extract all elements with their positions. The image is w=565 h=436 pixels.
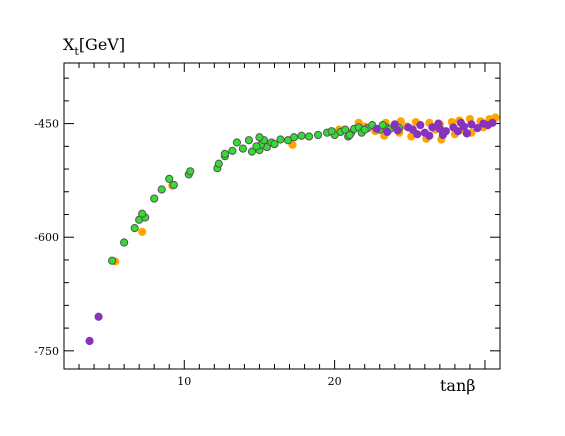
green-point — [283, 136, 293, 145]
purple-point — [390, 120, 399, 129]
green-point — [130, 224, 139, 233]
green-point — [228, 146, 237, 155]
y-tick-label: -450 — [34, 118, 59, 131]
y-tick-label: -600 — [34, 231, 59, 244]
green-point — [297, 131, 306, 140]
purple-point — [462, 129, 472, 138]
purple-point — [428, 123, 437, 132]
green-point — [138, 209, 147, 218]
green-point — [120, 238, 129, 247]
green-point — [169, 180, 178, 190]
purple-point — [425, 131, 434, 140]
x-axis-title: tanβ — [440, 376, 476, 395]
purple-point — [467, 120, 476, 129]
orange-point — [138, 227, 147, 237]
purple-point — [372, 124, 381, 133]
green-point — [186, 167, 195, 176]
green-point — [150, 194, 159, 203]
green-point — [276, 135, 285, 144]
green-point — [238, 144, 248, 153]
green-point — [304, 132, 314, 141]
green-point — [270, 139, 279, 149]
green-point — [378, 121, 387, 130]
purple-point — [453, 127, 463, 136]
green-point — [252, 142, 261, 151]
purple-point — [94, 312, 103, 321]
green-point — [345, 130, 354, 140]
axis-ticks: 10 20 -750 -600 -450 — [34, 63, 501, 388]
green-point — [108, 256, 117, 265]
purple-point — [488, 118, 497, 127]
purple-point — [438, 130, 447, 140]
x-tick-label: 10 — [177, 375, 191, 388]
purple-point — [85, 336, 94, 346]
purple-point — [383, 127, 392, 137]
purple-point — [456, 118, 466, 127]
green-point — [165, 174, 174, 183]
green-point — [214, 159, 223, 168]
green-point — [247, 147, 257, 156]
green-point — [255, 133, 264, 142]
green-point — [244, 136, 254, 145]
y-axis-title-unit: [GeV] — [79, 35, 125, 54]
green-point — [327, 127, 336, 136]
purple-point — [413, 130, 422, 139]
green-point — [232, 138, 241, 147]
green-point — [220, 149, 229, 158]
purple-point — [416, 121, 425, 130]
plot-frame — [63, 62, 501, 370]
y-axis-title-main: X — [63, 35, 75, 54]
y-axis-title-sub: t — [74, 45, 79, 58]
purple-point — [473, 124, 482, 133]
green-point — [157, 185, 166, 194]
green-point — [341, 125, 350, 134]
data-points — [85, 113, 500, 346]
x-tick-label: 20 — [328, 375, 342, 388]
y-axis-title: Xt[GeV] — [63, 35, 125, 58]
green-point — [313, 130, 323, 140]
purple-point — [434, 119, 443, 128]
green-point — [360, 125, 369, 134]
y-tick-label: -750 — [34, 345, 59, 358]
